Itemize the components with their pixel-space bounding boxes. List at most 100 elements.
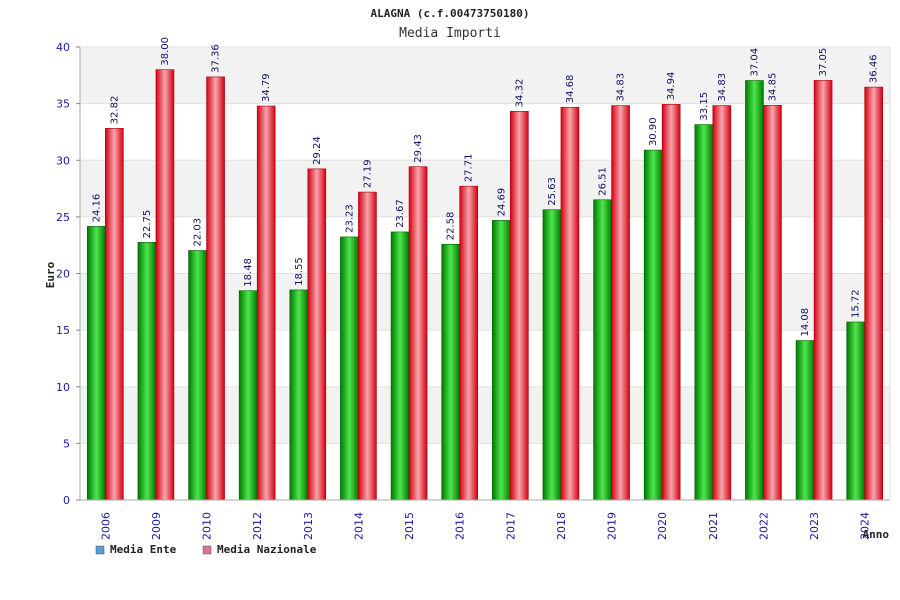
data-label: 29.43 [413, 134, 424, 163]
y-tick-label: 0 [63, 494, 70, 507]
data-label: 15.72 [851, 289, 862, 318]
chart-title: ALAGNA (c.f.00473750180) [371, 7, 530, 20]
bar-media-ente [846, 321, 865, 501]
bar-media-ente [593, 199, 612, 501]
x-tick-label: 2023 [808, 512, 821, 540]
data-label: 26.51 [598, 167, 609, 196]
bar-media-ente [643, 149, 663, 501]
x-tick-label: 2013 [302, 512, 315, 540]
bars [87, 69, 883, 501]
y-tick-label: 30 [56, 154, 70, 167]
y-tick-label: 20 [56, 268, 70, 281]
x-tick-label: 2017 [504, 512, 517, 540]
data-label: 22.58 [446, 212, 457, 241]
data-label: 25.63 [547, 177, 558, 206]
data-label: 34.32 [514, 79, 525, 108]
x-tick-label: 2012 [251, 512, 264, 540]
y-tick-label: 40 [56, 41, 70, 54]
bar-media-nazionale [510, 111, 529, 501]
x-tick-label: 2022 [757, 512, 770, 540]
bar-media-ente [745, 80, 764, 501]
bar-media-nazionale [256, 105, 276, 501]
data-label: 33.15 [699, 92, 710, 121]
bar-media-ente [441, 243, 460, 501]
x-axis-label: Anno [863, 528, 890, 541]
bar-media-nazionale [661, 104, 681, 501]
bar-media-nazionale [560, 106, 580, 501]
bar-media-nazionale [155, 69, 175, 501]
x-tick-label: 2018 [555, 512, 568, 540]
bar-media-nazionale [358, 191, 377, 501]
y-tick-labels: 0 5 10 15 20 25 30 35 40 [56, 41, 80, 507]
y-tick-label: 5 [63, 437, 70, 450]
bar-media-ente [795, 340, 815, 501]
data-label: 34.83 [616, 73, 627, 102]
legend-label-media-nazionale: Media Nazionale [217, 543, 317, 556]
data-label: 34.79 [261, 73, 272, 102]
x-tick-label: 2016 [454, 512, 467, 540]
bar-media-ente [87, 226, 106, 501]
y-tick-label: 10 [56, 381, 70, 394]
data-labels: 24.16 32.82 22.75 38.00 22.03 37.36 18.48 34.79… [91, 37, 879, 337]
data-label: 34.68 [565, 75, 576, 104]
legend: Media Ente Media Nazionale [95, 543, 317, 556]
chart-subtitle: Media Importi [399, 26, 501, 41]
bar-media-nazionale [459, 185, 478, 501]
bar-media-ente [694, 124, 714, 501]
bar-media-ente [137, 242, 157, 501]
data-label: 30.90 [648, 117, 659, 146]
data-label: 38.00 [160, 37, 171, 66]
x-tick-label: 2020 [656, 512, 669, 540]
data-label: 18.55 [294, 257, 305, 286]
x-tick-label: 2015 [403, 512, 416, 540]
x-tick-label: 2024 [859, 512, 872, 540]
bar-media-ente [188, 250, 207, 501]
x-tick-label: 2021 [707, 512, 720, 540]
x-tick-label: 2010 [201, 512, 214, 540]
data-label: 14.08 [800, 308, 811, 337]
data-label: 18.48 [243, 258, 254, 287]
data-label: 27.71 [464, 154, 475, 183]
bar-media-nazionale [105, 128, 124, 501]
x-tick-label: 2014 [352, 512, 365, 540]
y-tick-label: 35 [56, 98, 70, 111]
bar-media-ente [492, 220, 511, 501]
y-tick-label: 25 [56, 211, 70, 224]
data-label: 27.19 [362, 159, 373, 188]
bar-media-ente [542, 209, 562, 501]
data-label: 36.46 [869, 54, 880, 83]
data-label: 23.23 [344, 204, 355, 233]
x-tick-label: 2006 [99, 512, 112, 540]
bar-media-nazionale [763, 105, 782, 501]
bar-media-nazionale [712, 105, 732, 501]
bar-media-nazionale [813, 80, 833, 501]
data-label: 22.75 [142, 210, 153, 239]
data-label: 34.94 [666, 72, 677, 101]
legend-swatch-media-nazionale [202, 545, 212, 555]
bar-media-nazionale [206, 76, 225, 501]
data-label: 23.67 [395, 199, 406, 228]
bar-media-nazionale [307, 168, 327, 501]
data-label: 34.83 [717, 73, 728, 102]
data-label: 22.03 [193, 218, 204, 247]
bar-media-ente [289, 289, 309, 501]
bar-media-nazionale [864, 86, 883, 501]
y-tick-label: 15 [56, 324, 70, 337]
data-label: 32.82 [109, 96, 120, 125]
legend-label-media-ente: Media Ente [110, 543, 177, 556]
bar-media-ente [238, 290, 258, 501]
data-label: 37.36 [211, 44, 222, 73]
data-label: 37.04 [749, 48, 760, 77]
legend-swatch-media-ente [95, 545, 105, 555]
data-label: 24.16 [91, 194, 102, 223]
data-label: 37.05 [818, 48, 829, 77]
data-label: 24.69 [496, 188, 507, 217]
x-tick-label: 2009 [150, 512, 163, 540]
data-label: 34.85 [767, 73, 778, 102]
bar-media-ente [340, 236, 359, 501]
x-tick-labels: 2006 2009 2010 2012 2013 2014 2015 2016 2017 2018… [99, 512, 871, 540]
bar-media-nazionale [408, 166, 428, 501]
x-tick-label: 2019 [606, 512, 619, 540]
y-axis-label: Euro [44, 261, 57, 288]
